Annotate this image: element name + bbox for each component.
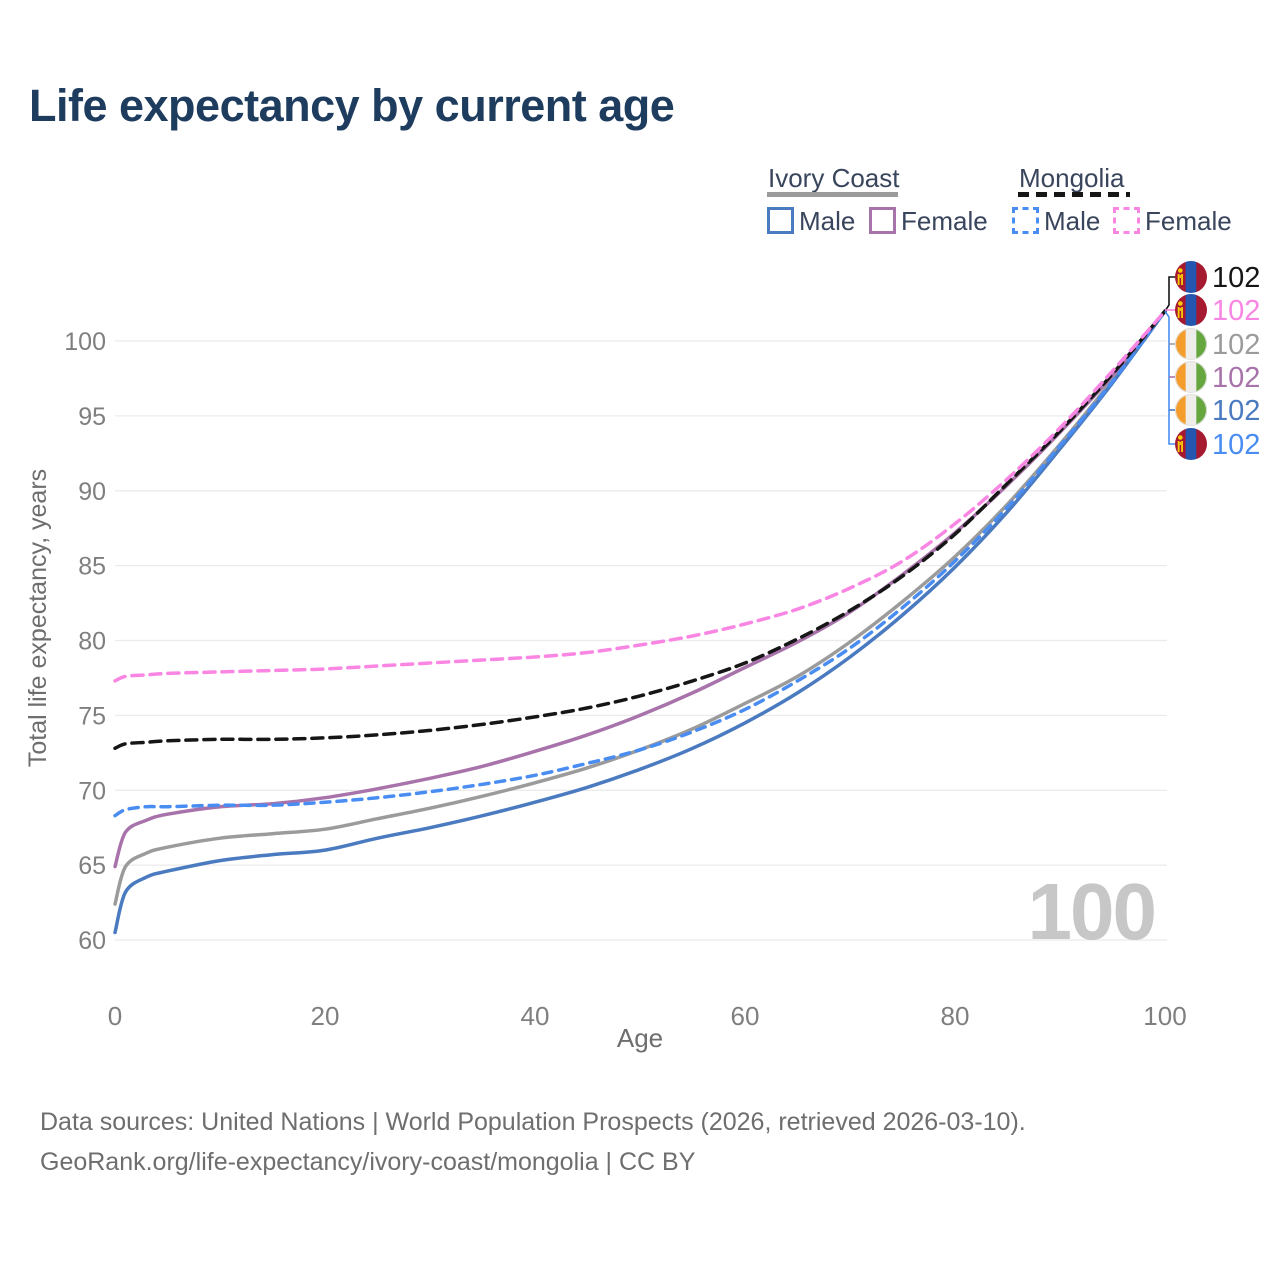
- y-tick-label-90: 90: [78, 478, 106, 506]
- legend-swatch-mongolia-female: [1113, 207, 1140, 234]
- end-value-ivory-coast: 102: [1212, 329, 1260, 361]
- legend-label-ivory-coast-male: Male: [799, 206, 856, 236]
- legend-label-ivory-coast-female: Female: [901, 206, 988, 236]
- ivory-coast-flag-icon: [1175, 361, 1207, 393]
- current-age-watermark: 100: [1027, 867, 1157, 956]
- ivory-coast-flag-icon: [1175, 328, 1207, 360]
- end-value-ivory-coast-male: 102: [1212, 395, 1260, 427]
- series-lines: [113, 309, 1167, 935]
- legend-ivory-coast-line-sample: [767, 192, 898, 197]
- legend-group-ivory-coast-label: Ivory Coast: [768, 163, 900, 193]
- x-tick-label-40: 40: [521, 1001, 550, 1031]
- x-tick-label-0: 0: [108, 1001, 122, 1031]
- series-line-ivory-coast: [113, 309, 1167, 906]
- end-value-mongolia-female: 102: [1212, 295, 1260, 327]
- legend-label-mongolia-male: Male: [1044, 206, 1101, 236]
- y-tick-label-100: 100: [64, 328, 106, 356]
- legend-group-mongolia-label: Mongolia: [1019, 163, 1125, 193]
- end-label-connectors: [1164, 276, 1176, 445]
- x-axis-title: Age: [617, 1023, 663, 1053]
- series-line-mongolia-male: [113, 309, 1167, 818]
- data-sources-text: Data sources: United Nations | World Pop…: [40, 1108, 1026, 1136]
- gridlines: 60 65 70 75 80 85 90 95 100 0 20 40 60 80 100: [64, 328, 1186, 1031]
- series-line-ivory-coast-male: [113, 309, 1167, 935]
- mongolia-flag-icon: [1175, 261, 1207, 293]
- y-tick-label-95: 95: [78, 403, 106, 431]
- x-tick-label-60: 60: [731, 1001, 760, 1031]
- y-tick-label-80: 80: [78, 628, 106, 656]
- y-tick-label-60: 60: [78, 927, 106, 955]
- series-line-mongolia: [113, 309, 1167, 751]
- series-line-mongolia-female: [113, 309, 1167, 683]
- x-tick-label-80: 80: [941, 1001, 970, 1031]
- end-value-ivory-coast-female: 102: [1212, 362, 1260, 394]
- legend-swatch-ivory-coast-male: [767, 207, 794, 234]
- page-title: Life expectancy by current age: [29, 80, 675, 131]
- x-tick-label-100: 100: [1143, 1001, 1186, 1031]
- mongolia-flag-icon: [1175, 294, 1207, 326]
- y-tick-label-85: 85: [78, 553, 106, 581]
- mongolia-flag-icon: [1175, 428, 1207, 460]
- legend-label-mongolia-female: Female: [1145, 206, 1232, 236]
- end-value-mongolia: 102: [1212, 262, 1260, 294]
- attribution-text: GeoRank.org/life-expectancy/ivory-coast/…: [40, 1148, 696, 1176]
- y-axis-title: Total life expectancy, years: [24, 469, 52, 767]
- end-value-mongolia-male: 102: [1212, 429, 1260, 461]
- y-tick-label-65: 65: [78, 852, 106, 880]
- x-tick-label-20: 20: [311, 1001, 340, 1031]
- legend-swatch-mongolia-male: [1012, 207, 1039, 234]
- ivory-coast-flag-icon: [1175, 394, 1207, 426]
- series-line-ivory-coast-female: [113, 309, 1167, 869]
- y-tick-label-75: 75: [78, 702, 106, 730]
- legend-swatch-ivory-coast-female: [869, 207, 896, 234]
- legend-mongolia-line-sample: [1018, 192, 1130, 197]
- y-tick-label-70: 70: [78, 777, 106, 805]
